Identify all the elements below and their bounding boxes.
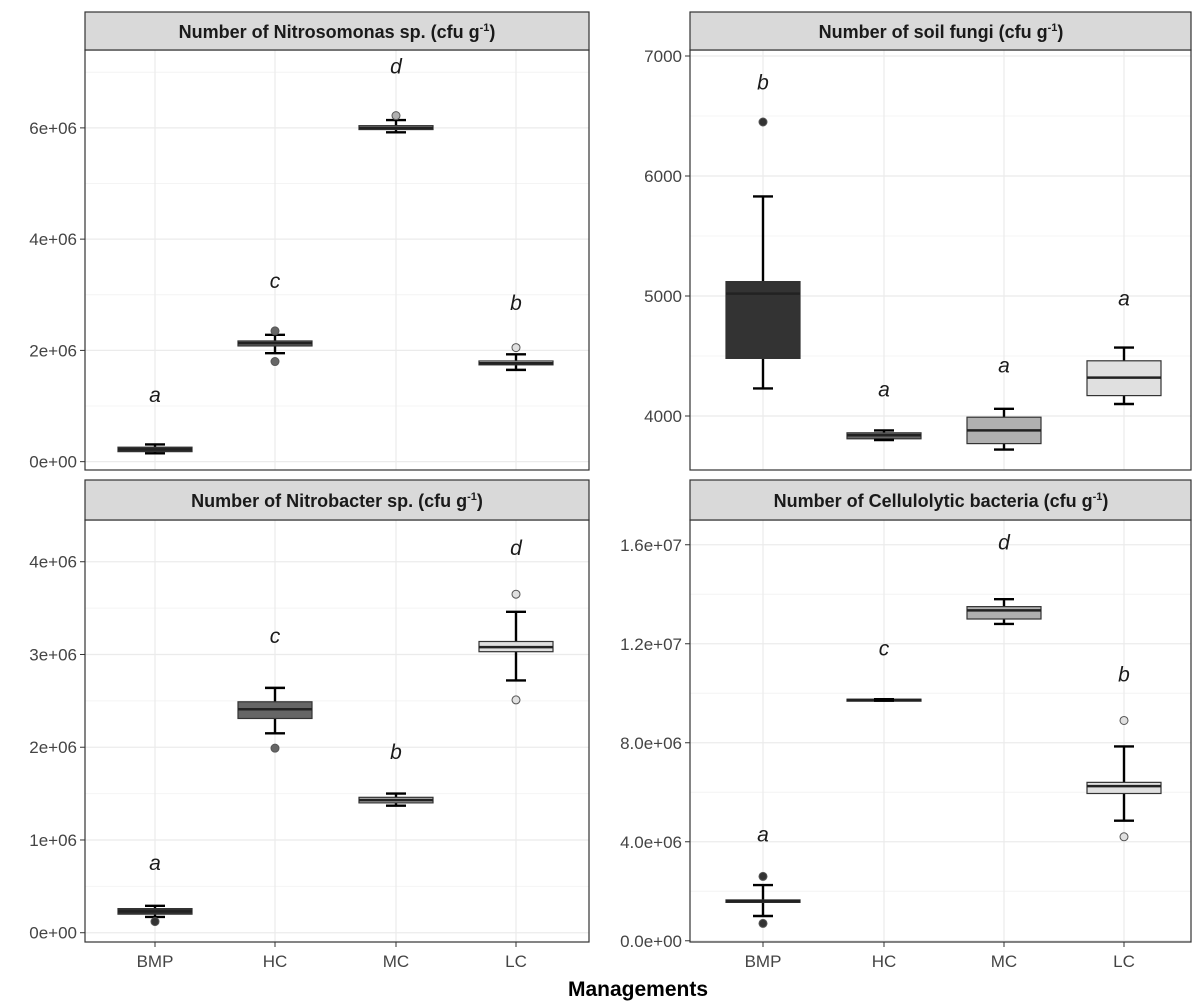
y-tick-label: 1.2e+07: [620, 635, 682, 654]
outlier-point: [270, 326, 280, 336]
y-tick-label: 0e+00: [29, 453, 77, 472]
outlier-point: [1119, 715, 1129, 725]
box-bmp: b: [725, 71, 801, 390]
box-lc: d: [478, 537, 554, 705]
y-tick-label: 7000: [644, 47, 682, 66]
significance-letter: a: [878, 379, 890, 402]
outlier-point: [270, 743, 280, 753]
x-tick-label: LC: [505, 952, 527, 971]
significance-letter: a: [149, 384, 161, 407]
panel-background: [85, 50, 589, 470]
significance-letter: d: [998, 531, 1011, 554]
strip-background: [84, 479, 590, 521]
y-tick-label: 3e+06: [29, 645, 77, 664]
panel-2: 4000 5000 6000 7000 b a a a Number of soil fungi…: [644, 11, 1192, 471]
strip-background: [689, 11, 1192, 51]
panel-title: Number of Cellulolytic bacteria (cfu g-1…: [774, 491, 1109, 511]
y-tick-label: 6e+06: [29, 119, 77, 138]
box-lc: a: [1086, 287, 1162, 406]
x-tick-label: HC: [872, 952, 897, 971]
x-tick-label: BMP: [745, 952, 782, 971]
box-body: [1086, 781, 1162, 795]
significance-letter: b: [510, 292, 522, 315]
outlier-point: [270, 357, 280, 367]
y-tick-label: 1.6e+07: [620, 536, 682, 555]
outlier-point: [758, 117, 768, 127]
panel-title: Number of Nitrobacter sp. (cfu g-1): [191, 491, 483, 511]
y-tick-label: 1e+06: [29, 831, 77, 850]
box-hc: c: [237, 270, 313, 367]
y-tick-label: 0e+00: [29, 924, 77, 943]
panel-background: [690, 50, 1191, 470]
panel-3: 0e+00 1e+06 2e+06 3e+06 4e+06 a c b d Number of N…: [29, 479, 590, 971]
outlier-point: [1119, 832, 1129, 842]
y-tick-label: 8.0e+06: [620, 734, 682, 753]
significance-letter: a: [998, 355, 1010, 378]
y-tick-label: 4e+06: [29, 553, 77, 572]
significance-letter: b: [390, 741, 402, 764]
x-tick-label: BMP: [137, 952, 174, 971]
significance-letter: a: [1118, 287, 1130, 310]
y-tick-label: 0.0e+00: [620, 932, 682, 951]
outlier-point: [511, 589, 521, 599]
y-tick-label: 6000: [644, 167, 682, 186]
panels: 0e+00 2e+06 4e+06 6e+06 a c d b Number of Nitros…: [29, 11, 1192, 971]
y-tick-label: 4.0e+06: [620, 833, 682, 852]
box-bmp: a: [725, 823, 801, 928]
significance-letter: c: [270, 270, 281, 293]
box-hc: a: [846, 379, 922, 442]
outlier-point: [511, 343, 521, 353]
box-body: [966, 606, 1042, 620]
y-tick-label: 4000: [644, 407, 682, 426]
outlier-point: [391, 111, 401, 121]
significance-letter: b: [757, 71, 769, 94]
panel-background: [85, 520, 589, 942]
x-tick-label: HC: [263, 952, 288, 971]
x-tick-label: MC: [991, 952, 1017, 971]
significance-letter: a: [757, 823, 769, 846]
significance-letter: c: [270, 625, 281, 648]
outlier-point: [511, 695, 521, 705]
box-lc: b: [478, 292, 554, 372]
significance-letter: d: [390, 56, 403, 79]
significance-letter: c: [879, 638, 890, 661]
outlier-point: [758, 918, 768, 928]
x-tick-label: MC: [383, 952, 409, 971]
y-tick-label: 5000: [644, 287, 682, 306]
panel-title: Number of soil fungi (cfu g-1): [819, 22, 1064, 42]
box-mc: d: [358, 56, 434, 134]
box-hc: c: [237, 625, 313, 753]
box-bmp: a: [117, 384, 193, 455]
y-tick-label: 2e+06: [29, 738, 77, 757]
x-tick-label: LC: [1113, 952, 1135, 971]
box-bmp: a: [117, 852, 193, 927]
panel-4: 0.0e+00 4.0e+06 8.0e+06 1.2e+07 1.6e+07 a c d b N…: [620, 479, 1192, 971]
x-axis-title: Managements: [568, 978, 708, 1001]
box-mc: a: [966, 355, 1042, 451]
y-tick-label: 2e+06: [29, 341, 77, 360]
box-lc: b: [1086, 664, 1162, 842]
outlier-point: [150, 917, 160, 927]
strip-background: [84, 11, 590, 51]
panel-title: Number of Nitrosomonas sp. (cfu g-1): [179, 22, 496, 42]
box-mc: d: [966, 531, 1042, 626]
strip-background: [689, 479, 1192, 521]
box-hc: c: [846, 638, 922, 702]
outlier-point: [758, 871, 768, 881]
panel-background: [690, 520, 1191, 942]
panel-1: 0e+00 2e+06 4e+06 6e+06 a c d b Number of Nitros…: [29, 11, 590, 472]
box-mc: b: [358, 741, 434, 807]
y-tick-label: 4e+06: [29, 230, 77, 249]
significance-letter: d: [510, 537, 523, 560]
significance-letter: a: [149, 852, 161, 875]
significance-letter: b: [1118, 664, 1130, 687]
